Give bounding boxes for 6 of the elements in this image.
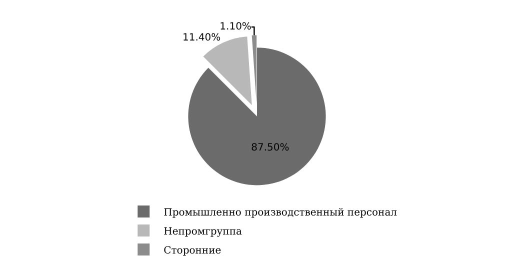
data-label: 1.10%: [220, 21, 252, 32]
data-label: 11.40%: [182, 32, 221, 44]
data-label: 87.50%: [251, 142, 290, 154]
legend-label: Непромгруппа: [164, 226, 242, 238]
legend-label: Сторонние: [164, 245, 222, 256]
legend-label: Промышленно производственный персонал: [164, 207, 398, 218]
